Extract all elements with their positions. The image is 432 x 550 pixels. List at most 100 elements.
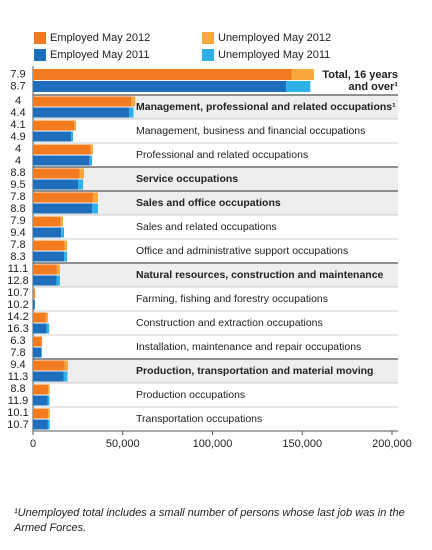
category-label: Production, transportation and material … bbox=[136, 365, 374, 377]
legend-label: Unemployed May 2011 bbox=[218, 49, 330, 61]
rate-2011: 10.7 bbox=[7, 419, 28, 431]
legend-swatch bbox=[34, 32, 46, 44]
bar-segment bbox=[33, 179, 79, 190]
bar-segment bbox=[48, 408, 50, 419]
bar-segment bbox=[33, 384, 49, 395]
bar-segment bbox=[47, 419, 50, 430]
rate-2012: 10.1 bbox=[7, 407, 28, 419]
category-label: Service occupations bbox=[136, 173, 239, 185]
category-label: Installation, maintenance and repair occ… bbox=[136, 341, 362, 353]
bar-segment bbox=[33, 168, 80, 179]
bar-segment bbox=[33, 251, 65, 262]
rate-2011: 8.7 bbox=[10, 80, 25, 92]
rate-2012: 7.8 bbox=[10, 191, 25, 203]
bar-segment bbox=[46, 323, 50, 334]
bar-segment bbox=[33, 96, 132, 107]
bar-segment bbox=[33, 227, 62, 238]
bar-segment bbox=[33, 288, 35, 299]
bar-segment bbox=[33, 323, 47, 334]
rate-2011: 8.3 bbox=[10, 251, 25, 263]
bar-segment bbox=[61, 227, 65, 238]
legend-swatch bbox=[34, 49, 46, 61]
rate-2011: 16.3 bbox=[7, 323, 28, 335]
bar-segment bbox=[33, 336, 42, 347]
rate-2012: 4.1 bbox=[10, 119, 25, 131]
x-tick-label: 150,000 bbox=[282, 438, 322, 450]
category-label: Natural resources, construction and main… bbox=[136, 269, 384, 281]
rate-2012: 7.9 bbox=[10, 68, 25, 80]
bar-segment bbox=[41, 336, 43, 347]
legend-label: Employed May 2012 bbox=[50, 32, 150, 44]
rate-2011: 7.8 bbox=[10, 347, 25, 359]
bar-segment bbox=[33, 192, 93, 203]
rate-2012: 6.3 bbox=[10, 335, 25, 347]
bar-segment bbox=[131, 96, 136, 107]
x-tick-label: 100,000 bbox=[193, 438, 233, 450]
category-label: Sales and related occupations bbox=[136, 221, 277, 233]
rate-2012: 8.8 bbox=[10, 167, 25, 179]
bar-segment bbox=[63, 371, 68, 382]
bar-segment bbox=[71, 131, 74, 142]
bar-segment bbox=[90, 144, 93, 155]
bar-segment bbox=[41, 347, 42, 358]
rate-2012: 8.8 bbox=[10, 383, 25, 395]
bar-segment bbox=[33, 275, 57, 286]
rate-2012: 11.1 bbox=[8, 263, 29, 275]
bar-segment bbox=[89, 155, 93, 166]
category-label: Production occupations bbox=[136, 389, 246, 401]
bar-segment bbox=[33, 155, 90, 166]
rate-2011: 9.5 bbox=[10, 179, 25, 191]
bar-segment bbox=[79, 168, 84, 179]
bar-segment bbox=[33, 360, 65, 371]
bar-segment bbox=[33, 216, 61, 227]
bar-segment bbox=[33, 299, 35, 310]
bar-segment bbox=[33, 408, 49, 419]
legend-swatch bbox=[202, 49, 214, 61]
bar-segment bbox=[74, 120, 77, 131]
rate-2011: 11.3 bbox=[8, 371, 29, 383]
bar-segment bbox=[33, 69, 292, 80]
bar-segment bbox=[92, 203, 98, 214]
bar-segment bbox=[64, 251, 68, 262]
rate-2011: 4.9 bbox=[10, 131, 25, 143]
bar-segment bbox=[286, 81, 311, 92]
x-tick-label: 50,000 bbox=[106, 438, 140, 450]
x-tick-label: 0 bbox=[30, 438, 36, 450]
rate-2012: 9.4 bbox=[10, 359, 25, 371]
rate-2011: 11.9 bbox=[8, 395, 29, 407]
bar-segment bbox=[45, 312, 49, 323]
rate-2012: 7.9 bbox=[10, 215, 25, 227]
bar-segment bbox=[60, 216, 63, 227]
bar-segment bbox=[33, 347, 42, 358]
legend-label: Employed May 2011 bbox=[50, 49, 149, 61]
category-label: Management, professional and related occ… bbox=[136, 101, 396, 113]
bar-segment bbox=[33, 81, 287, 92]
category-label: Professional and related occupations bbox=[136, 149, 309, 161]
rate-2012: 4 bbox=[15, 95, 21, 107]
bar-segment bbox=[291, 69, 314, 80]
rate-2012: 7.8 bbox=[10, 239, 25, 251]
rate-2011: 10.2 bbox=[7, 299, 28, 311]
bar-segment bbox=[33, 144, 91, 155]
bar-segment bbox=[48, 384, 50, 395]
bar-segment bbox=[33, 371, 64, 382]
row-background bbox=[33, 359, 398, 383]
bar-segment bbox=[33, 107, 130, 118]
bar-segment bbox=[47, 395, 50, 406]
category-label: Construction and extraction occupations bbox=[136, 317, 323, 329]
bar-segment bbox=[33, 203, 93, 214]
footnote: ¹Unemployed total includes a small numbe… bbox=[14, 507, 405, 534]
bar-segment bbox=[33, 312, 46, 323]
category-label: Office and administrative support occupa… bbox=[136, 245, 349, 257]
bar-segment bbox=[78, 179, 84, 190]
bar-segment bbox=[33, 131, 72, 142]
bar-segment bbox=[33, 120, 75, 131]
rate-2011: 4 bbox=[15, 155, 21, 167]
bar-segment bbox=[92, 192, 98, 203]
bar-segment bbox=[56, 264, 60, 275]
category-label: Farming, fishing and forestry occupation… bbox=[136, 293, 329, 305]
rate-2012: 4 bbox=[15, 143, 21, 155]
rate-2012: 14.2 bbox=[7, 311, 28, 323]
